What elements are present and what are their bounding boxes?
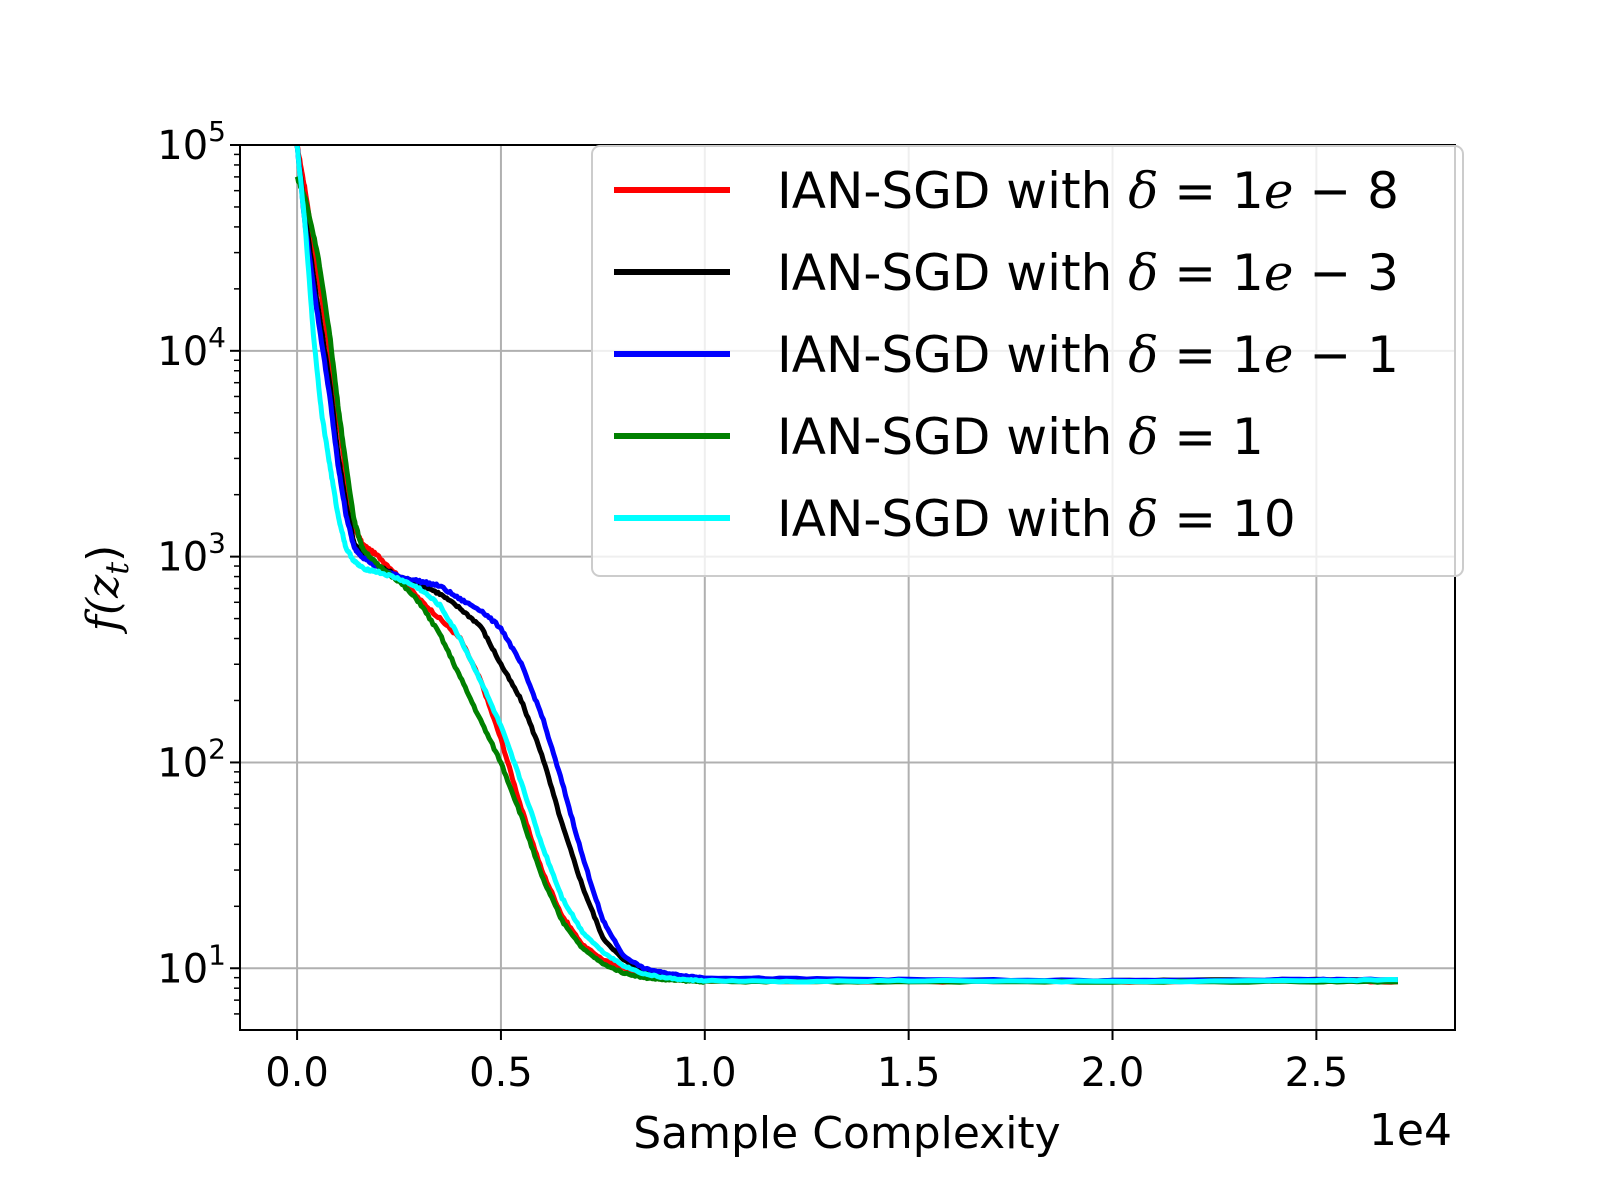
x-axis-offset-label: 1e4 (1369, 1105, 1452, 1156)
y-axis: 101 102 103 104 105 (157, 115, 240, 1015)
y-tick-label: 103 (157, 527, 226, 581)
legend-label: IAN-SGD with δ = 1e − 8 (777, 162, 1399, 220)
series-line (294, 144, 1398, 985)
legend-label: IAN-SGD with δ = 1 (777, 408, 1264, 466)
y-tick-label: 105 (157, 115, 226, 169)
x-tick-label: 1.0 (673, 1050, 737, 1096)
x-tick-label: 0.5 (469, 1050, 533, 1096)
legend-label: IAN-SGD with δ = 10 (777, 490, 1296, 548)
x-tick-label: 1.5 (877, 1050, 941, 1096)
y-tick-label: 101 (157, 938, 226, 992)
x-tick-label: 2.5 (1285, 1050, 1349, 1096)
x-axis-label: Sample Complexity (633, 1108, 1060, 1159)
y-axis-label-main: f(z (78, 574, 129, 634)
y-axis-label: f(zt) (78, 545, 136, 635)
y-tick-label: 104 (157, 321, 226, 375)
y-axis-label-end: ) (78, 545, 129, 562)
legend: IAN-SGD with δ = 1e − 8 IAN-SGD with δ = … (591, 145, 1464, 577)
x-tick-label: 0.0 (265, 1050, 329, 1096)
x-tick-label: 2.0 (1081, 1050, 1145, 1096)
y-axis-label-sub: t (98, 562, 136, 575)
x-axis: 0.0 0.5 1.0 1.5 2.0 2.5 (265, 1030, 1348, 1096)
y-tick-label: 102 (157, 732, 226, 786)
legend-label: IAN-SGD with δ = 1e − 1 (777, 326, 1399, 384)
legend-box (591, 145, 1464, 577)
series-layer (294, 144, 1399, 985)
legend-label: IAN-SGD with δ = 1e − 3 (777, 244, 1399, 302)
